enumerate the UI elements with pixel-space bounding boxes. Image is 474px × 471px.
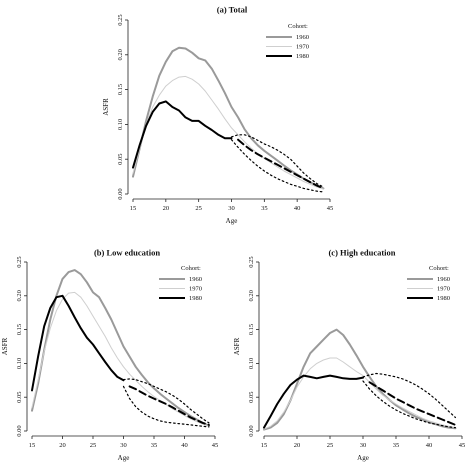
x-tick-label: 45 (327, 205, 334, 212)
x-tick-label: 15 (261, 442, 268, 449)
series-line-1970 (132, 75, 324, 190)
y-tick-label: 0.15 (248, 324, 255, 335)
x-tick-label: 40 (426, 442, 433, 449)
y-tick-label: 0.10 (248, 358, 255, 369)
x-tick-label: 40 (181, 442, 188, 449)
y-tick-label: 0.20 (248, 290, 255, 301)
x-tick-label: 35 (151, 442, 158, 449)
series-line-1960 (132, 46, 325, 190)
legend-label: 1960 (189, 276, 202, 283)
y-tick-label: 0.10 (117, 119, 124, 130)
series-line-1980 (31, 294, 125, 392)
series-line-1980 (132, 100, 233, 169)
y-tick-label: 0.15 (117, 84, 124, 95)
series-line-1960 (31, 269, 210, 427)
series-line-dotted-5 (230, 139, 324, 193)
y-tick-label: 0.05 (248, 392, 255, 403)
y-tick-label: 0.25 (16, 256, 23, 267)
y-tick-label: 0.00 (117, 188, 124, 199)
series-line-dashed-3 (368, 381, 457, 426)
chart-panel-0: (a) Total 0.00 0.05 0.10 0.15 0.20 0.25 15 20 25 3… (102, 4, 333, 225)
x-tick-label: 30 (120, 442, 127, 449)
x-tick-label: 30 (228, 205, 235, 212)
chart-panel-2: (c) High education 0.00 0.05 0.10 0.15 0.20 0.… (233, 247, 465, 462)
chart-title: (c) High education (328, 247, 395, 257)
series-line-dotted-5 (362, 380, 456, 429)
series-line-dotted-4 (230, 134, 324, 188)
y-tick-label: 0.25 (248, 256, 255, 267)
x-axis-label: Age (118, 454, 130, 462)
x-tick-label: 20 (59, 442, 66, 449)
y-tick-label: 0.00 (16, 425, 23, 436)
series-line-dotted-4 (122, 378, 210, 424)
x-tick-label: 45 (212, 442, 219, 449)
x-axis-label: Age (357, 454, 369, 462)
legend-label: 1970 (189, 286, 202, 293)
x-tick-label: 15 (130, 205, 137, 212)
x-axis-label: Age (226, 217, 238, 225)
x-tick-label: 40 (294, 205, 301, 212)
y-tick-label: 0.05 (16, 392, 23, 403)
y-tick-label: 0.00 (248, 425, 255, 436)
x-tick-label: 25 (90, 442, 97, 449)
y-tick-label: 0.20 (16, 290, 23, 301)
x-tick-label: 35 (393, 442, 400, 449)
series-line-dotted-5 (122, 385, 210, 428)
x-tick-label: 20 (294, 442, 301, 449)
y-tick-label: 0.15 (16, 324, 23, 335)
series-line-1970 (263, 357, 456, 430)
series-line-1960 (263, 328, 457, 431)
legend-title: Cohort: (181, 265, 201, 272)
y-tick-label: 0.25 (117, 14, 124, 25)
x-tick-label: 25 (195, 205, 202, 212)
y-tick-label: 0.20 (117, 49, 124, 60)
series-line-dotted-4 (362, 372, 456, 419)
x-tick-label: 45 (459, 442, 466, 449)
y-tick-label: 0.05 (117, 154, 124, 165)
series-line-1980 (263, 374, 364, 429)
legend-label: 1970 (296, 44, 309, 51)
legend-label: 1960 (437, 276, 450, 283)
legend-label: 1980 (296, 53, 309, 60)
x-tick-label: 15 (29, 442, 36, 449)
chart-title: (b) Low education (94, 247, 160, 257)
y-axis-label: ASFR (102, 98, 110, 116)
y-axis-label: ASFR (1, 337, 9, 355)
legend-label: 1960 (296, 34, 309, 41)
y-tick-label: 0.10 (16, 358, 23, 369)
legend-title: Cohort: (429, 265, 449, 272)
x-tick-label: 20 (163, 205, 170, 212)
x-tick-label: 35 (261, 205, 268, 212)
series-line-1970 (31, 291, 210, 427)
legend-label: 1970 (437, 286, 450, 293)
chart-panel-1: (b) Low education 0.00 0.05 0.10 0.15 0.20 0.2… (1, 247, 218, 462)
legend-label: 1980 (189, 295, 202, 302)
legend-label: 1980 (437, 295, 450, 302)
x-tick-label: 30 (360, 442, 367, 449)
chart-title: (a) Total (217, 4, 248, 14)
series-line-dashed-3 (237, 138, 325, 190)
y-axis-label: ASFR (233, 337, 241, 355)
x-tick-label: 25 (327, 442, 334, 449)
legend-title: Cohort: (288, 23, 308, 30)
series-line-dashed-3 (128, 385, 210, 426)
